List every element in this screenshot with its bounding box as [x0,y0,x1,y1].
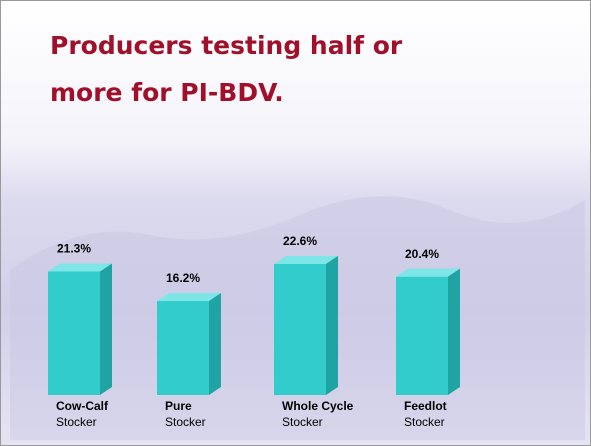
value-label: 21.3% [57,242,91,256]
page: Producers testing half or more for PI-BD… [0,0,591,446]
category-label: Pure [165,399,192,413]
title-line: more for PI-BDV. [50,78,284,107]
value-label: 22.6% [283,234,317,248]
bar-front [274,264,326,395]
category-sublabel: Stocker [56,415,97,429]
category-label: Feedlot [404,399,447,413]
category-sublabel: Stocker [282,415,323,429]
bar-side [100,263,112,395]
category-label: Cow-Calf [56,399,109,413]
value-label: 20.4% [405,247,439,261]
title-line: Producers testing half or [50,31,403,60]
bar-front [396,277,448,395]
value-label: 16.2% [166,271,200,285]
slide: Producers testing half or more for PI-BD… [0,0,591,446]
bar-front [48,271,100,395]
bar-side [209,293,221,395]
bar-front [157,301,209,395]
category-sublabel: Stocker [165,415,206,429]
category-label: Whole Cycle [282,399,354,413]
category-sublabel: Stocker [404,415,445,429]
bar-side [448,269,460,395]
bar-side [326,256,338,395]
